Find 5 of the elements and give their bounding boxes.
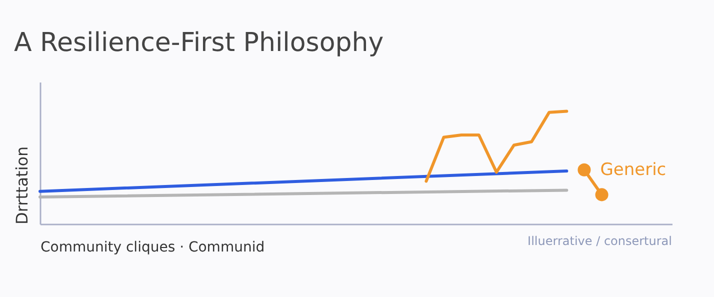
series-label: Generic <box>600 160 666 180</box>
text: Illuerrative / consertural <box>528 234 672 248</box>
x-axis-title: Community cliques · Communid <box>40 240 265 256</box>
chart-title: A Resilience-First Philosophy <box>14 28 384 58</box>
y-axis-title: Drrttation <box>12 146 32 224</box>
